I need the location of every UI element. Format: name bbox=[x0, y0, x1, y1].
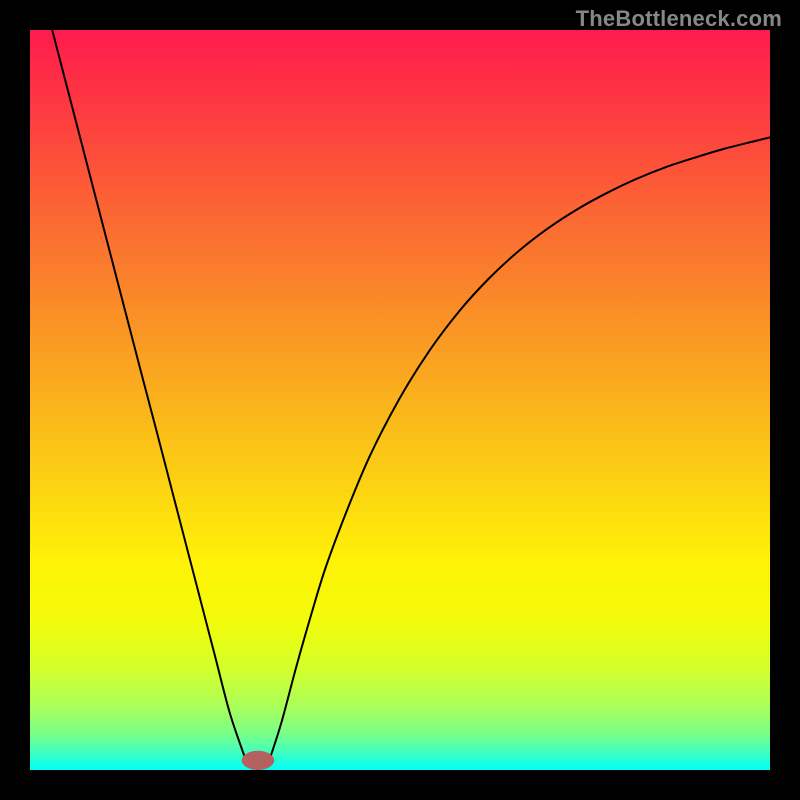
bottleneck-chart bbox=[30, 30, 770, 770]
watermark-text: TheBottleneck.com bbox=[576, 6, 782, 32]
plot-area bbox=[30, 30, 770, 770]
minimum-marker bbox=[242, 751, 275, 770]
gradient-background bbox=[30, 30, 770, 770]
chart-container: TheBottleneck.com bbox=[0, 0, 800, 800]
